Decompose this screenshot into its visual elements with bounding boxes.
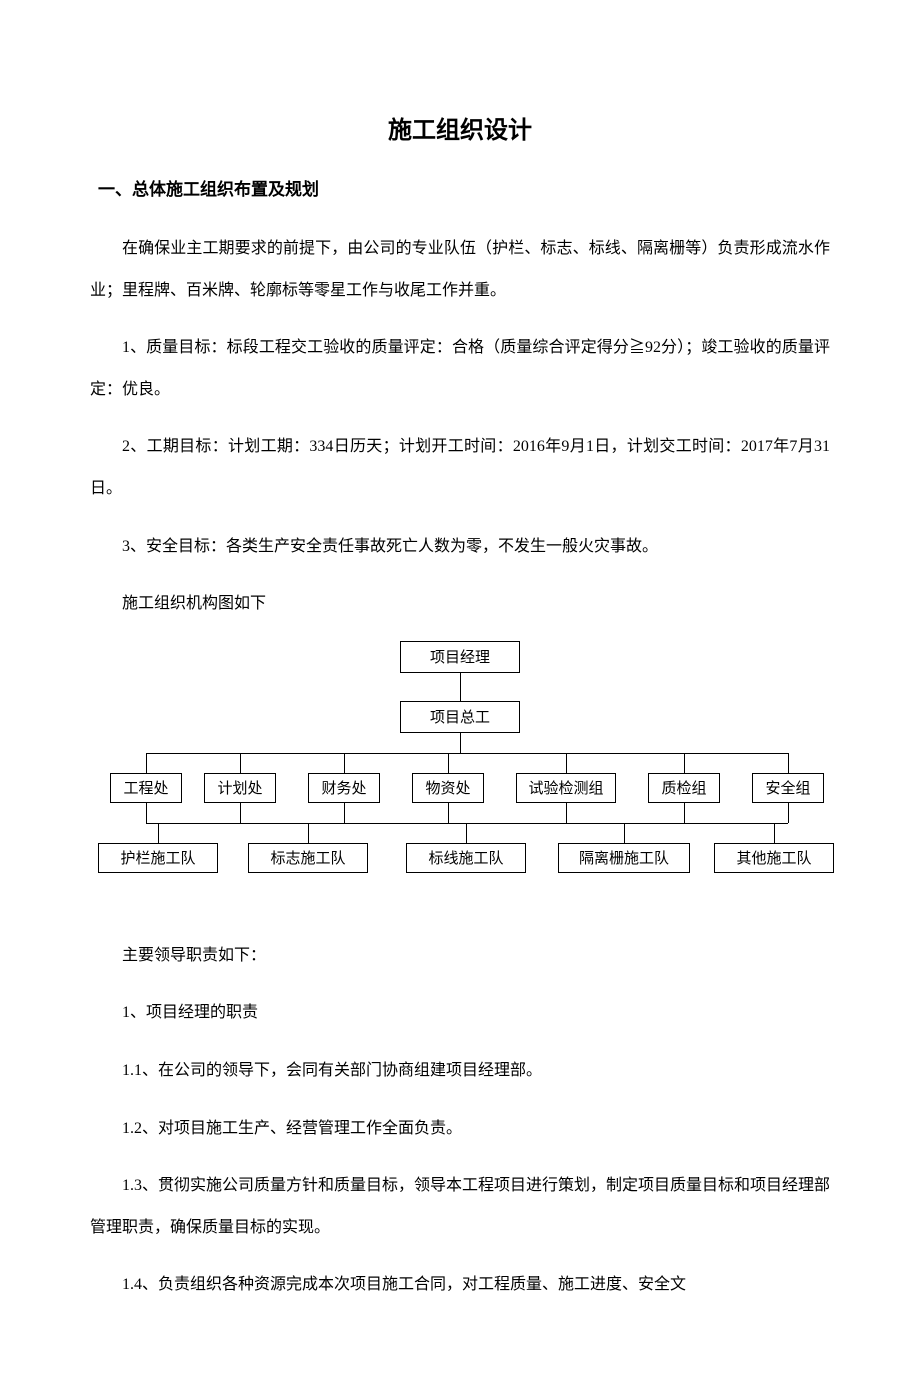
- org-line: [448, 803, 449, 823]
- org-box-chief: 项目总工: [400, 701, 520, 733]
- org-line: [460, 673, 461, 701]
- org-box-team: 护栏施工队: [98, 843, 218, 873]
- org-box-dept: 计划处: [204, 773, 276, 803]
- org-line: [146, 753, 147, 773]
- org-line: [448, 753, 449, 773]
- org-line: [684, 803, 685, 823]
- org-box-team: 隔离栅施工队: [558, 843, 690, 873]
- org-line: [466, 823, 467, 843]
- org-box-dept: 工程处: [110, 773, 182, 803]
- org-line: [344, 803, 345, 823]
- org-line: [146, 823, 788, 824]
- paragraph-chart-intro: 施工组织机构图如下: [90, 583, 830, 625]
- org-line: [566, 803, 567, 823]
- org-box-manager: 项目经理: [400, 641, 520, 673]
- org-chart: 项目经理 项目总工 工程处 计划处 财务处 物资处 试验检测组 质检组 安全组 …: [90, 641, 830, 911]
- org-box-dept: 财务处: [308, 773, 380, 803]
- org-line: [774, 823, 775, 843]
- org-box-team: 标线施工队: [406, 843, 526, 873]
- section-heading-1: 一、总体施工组织布置及规划: [90, 175, 830, 200]
- resp-1-4: 1.4、负责组织各种资源完成本次项目施工合同，对工程质量、施工进度、安全文: [90, 1264, 830, 1306]
- resp-1-1: 1.1、在公司的领导下，会同有关部门协商组建项目经理部。: [90, 1050, 830, 1092]
- paragraph-schedule: 2、工期目标：计划工期：334日历天；计划开工时间：2016年9月1日，计划交工…: [90, 426, 830, 509]
- org-box-team: 其他施工队: [714, 843, 834, 873]
- paragraph-quality: 1、质量目标：标段工程交工验收的质量评定：合格（质量综合评定得分≧92分）；竣工…: [90, 327, 830, 410]
- org-line: [344, 753, 345, 773]
- org-box-team: 标志施工队: [248, 843, 368, 873]
- org-line: [624, 823, 625, 843]
- resp-1-3: 1.3、贯彻实施公司质量方针和质量目标，领导本工程项目进行策划，制定项目质量目标…: [90, 1165, 830, 1248]
- paragraph-safety: 3、安全目标：各类生产安全责任事故死亡人数为零，不发生一般火灾事故。: [90, 526, 830, 568]
- paragraph-leaders: 主要领导职责如下：: [90, 935, 830, 977]
- org-box-dept: 安全组: [752, 773, 824, 803]
- org-line: [308, 823, 309, 843]
- org-line: [566, 753, 567, 773]
- org-box-dept: 试验检测组: [516, 773, 616, 803]
- paragraph-intro: 在确保业主工期要求的前提下，由公司的专业队伍（护栏、标志、标线、隔离栅等）负责形…: [90, 228, 830, 311]
- org-line: [240, 753, 241, 773]
- org-line: [146, 753, 788, 754]
- org-line: [788, 803, 789, 823]
- resp-heading-1: 1、项目经理的职责: [90, 992, 830, 1034]
- org-box-dept: 质检组: [648, 773, 720, 803]
- org-line: [146, 803, 147, 823]
- org-line: [240, 803, 241, 823]
- org-box-dept: 物资处: [412, 773, 484, 803]
- org-line: [460, 733, 461, 753]
- org-line: [788, 753, 789, 773]
- document-title: 施工组织设计: [90, 110, 830, 145]
- org-line: [684, 753, 685, 773]
- resp-1-2: 1.2、对项目施工生产、经营管理工作全面负责。: [90, 1108, 830, 1150]
- org-line: [158, 823, 159, 843]
